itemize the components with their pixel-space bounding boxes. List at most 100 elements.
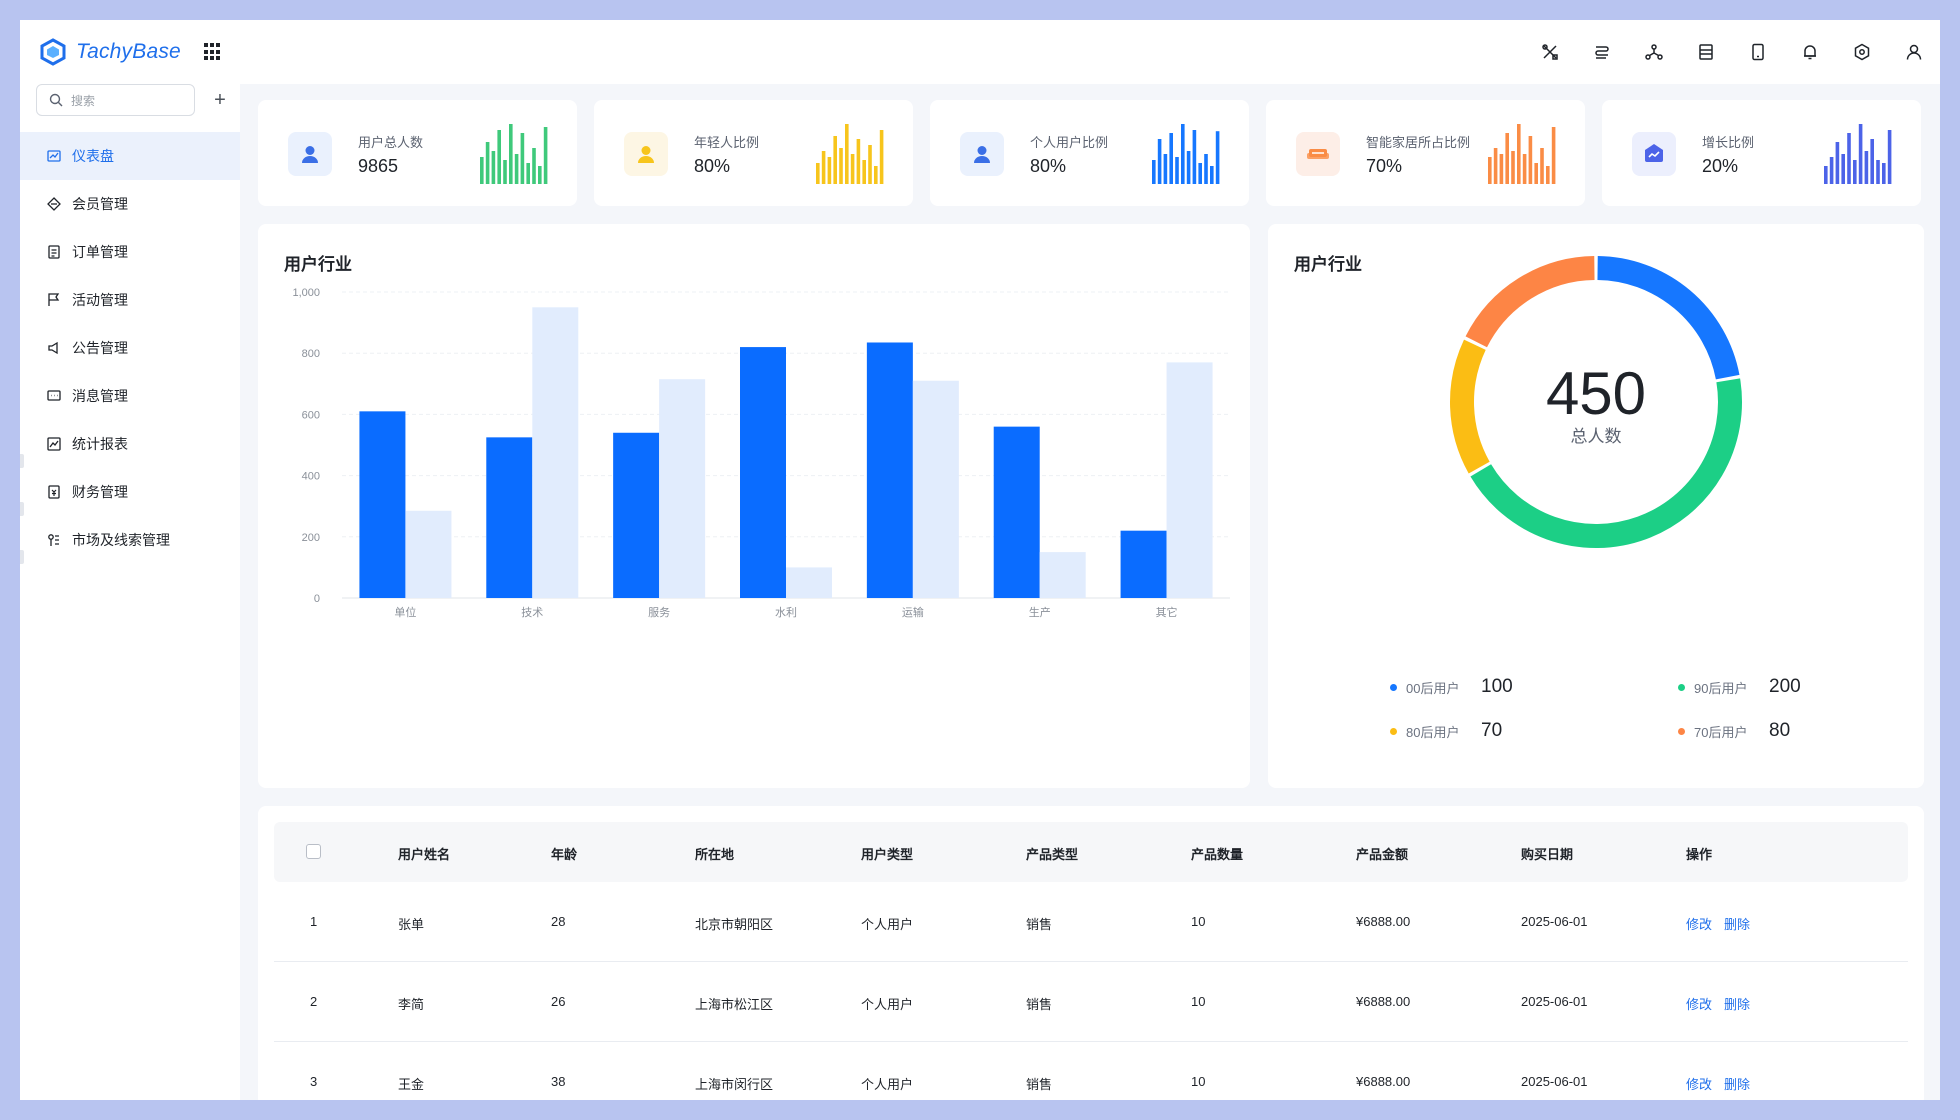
row-index: 1 (310, 914, 318, 929)
industry-bar-chart-panel: 用户行业 0 200 400 600 800 1,000 单位 技术 服务 水利 运输 生产 其它 (258, 224, 1250, 788)
column-header[interactable]: 产品数量 (1191, 847, 1244, 862)
bar-series-0[interactable] (1120, 530, 1167, 598)
collapse-handle[interactable] (20, 454, 24, 468)
table-row[interactable]: 1 张单 28 北京市朝阳区 个人用户 销售 10 ¥6888.00 2025-06-01 修改删… (274, 882, 1908, 962)
column-header[interactable]: 用户姓名 (398, 847, 451, 862)
legend-value: 200 (1769, 676, 1801, 697)
column-header[interactable]: 产品类型 (1026, 847, 1079, 862)
donut-slice[interactable] (1450, 339, 1490, 474)
donut-total-label: 总人数 (1571, 427, 1622, 446)
row-index: 2 (310, 994, 318, 1009)
stat-sparkline (1152, 124, 1220, 184)
apps-grid-icon[interactable] (204, 43, 222, 61)
bar-series-1[interactable] (912, 380, 959, 598)
sidebar-item-label: 财务管理 (72, 484, 128, 500)
stat-sparkline (480, 124, 548, 184)
column-header[interactable]: 购买日期 (1521, 847, 1574, 862)
column-header[interactable]: 操作 (1686, 847, 1713, 862)
database-icon[interactable] (1576, 20, 1628, 84)
edit-link[interactable]: 修改 (1686, 917, 1713, 932)
column-header[interactable]: 所在地 (695, 847, 735, 862)
legend-item[interactable]: 00后用户 100 (1390, 676, 1513, 698)
bar-series-0[interactable] (359, 411, 406, 598)
delete-link[interactable]: 删除 (1724, 917, 1751, 932)
legend-item[interactable]: 70后用户 80 (1678, 720, 1790, 742)
stat-card[interactable]: 增长比例 20% (1602, 100, 1921, 206)
user-icon (288, 132, 332, 176)
edit-link[interactable]: 修改 (1686, 997, 1713, 1012)
tools-icon[interactable] (1524, 20, 1576, 84)
collapse-handle[interactable] (20, 550, 24, 564)
bar-series-0[interactable] (993, 426, 1040, 598)
donut-slice[interactable] (1465, 256, 1595, 348)
sidebar-item-3[interactable]: 活动管理 (20, 276, 240, 324)
market-icon (46, 532, 62, 548)
stat-card[interactable]: 智能家居所占比例 70% (1266, 100, 1585, 206)
add-button[interactable]: + (214, 88, 226, 111)
y-tick-label: 0 (314, 593, 320, 605)
sparkline-bar (833, 136, 837, 184)
sparkline-bar (520, 133, 525, 184)
mobile-icon[interactable] (1732, 20, 1784, 84)
network-icon[interactable] (1628, 20, 1680, 84)
bar-series-0[interactable] (740, 347, 786, 598)
sidebar-item-4[interactable]: 公告管理 (20, 324, 240, 372)
sparkline-bar (839, 148, 843, 184)
stat-card[interactable]: 个人用户比例 80% (930, 100, 1249, 206)
sparkline-bar (1517, 124, 1521, 184)
bar-series-0[interactable] (613, 432, 660, 598)
delete-link[interactable]: 删除 (1724, 997, 1751, 1012)
column-header[interactable]: 产品金额 (1356, 847, 1409, 862)
sidebar-item-0[interactable]: 仪表盘 (20, 132, 240, 180)
settings-icon[interactable] (1836, 20, 1888, 84)
column-header[interactable]: 用户类型 (861, 847, 914, 862)
sparkline-bar (1546, 166, 1550, 184)
sidebar-item-7[interactable]: 财务管理 (20, 468, 240, 516)
sidebar-item-8[interactable]: 市场及线索管理 (20, 516, 240, 564)
bar-series-1[interactable] (659, 379, 706, 598)
cell-amount: ¥6888.00 (1356, 994, 1411, 1009)
legend-label: 80后用户 (1406, 724, 1460, 740)
bar-series-0[interactable] (866, 342, 913, 598)
sidebar-item-1[interactable]: 会员管理 (20, 180, 240, 228)
stat-card[interactable]: 用户总人数 9865 (258, 100, 577, 206)
top-header: TachyBase (20, 20, 1940, 84)
table-icon[interactable] (1680, 20, 1732, 84)
column-header[interactable]: 年龄 (551, 847, 578, 862)
sparkline-bar (1152, 160, 1156, 184)
legend-item[interactable]: 80后用户 70 (1390, 720, 1502, 742)
sparkline-bar (1175, 157, 1179, 184)
bar-series-0[interactable] (486, 437, 533, 598)
select-all-checkbox[interactable] (306, 844, 321, 859)
delete-link[interactable]: 删除 (1724, 1077, 1751, 1092)
sidebar-item-2[interactable]: 订单管理 (20, 228, 240, 276)
user-icon[interactable] (1888, 20, 1940, 84)
donut-slice[interactable] (1597, 256, 1740, 380)
sidebar-item-6[interactable]: 统计报表 (20, 420, 240, 468)
cell-qty: 10 (1191, 1074, 1206, 1089)
cell-amount: ¥6888.00 (1356, 914, 1411, 929)
bar-series-1[interactable] (405, 510, 452, 598)
bar-series-1[interactable] (532, 307, 579, 598)
sparkline-bar (874, 166, 878, 184)
bar-series-1[interactable] (1039, 552, 1086, 598)
bar-series-1[interactable] (786, 567, 832, 598)
cell-date: 2025-06-01 (1521, 914, 1588, 929)
bell-icon[interactable] (1784, 20, 1836, 84)
sidebar-item-5[interactable]: 消息管理 (20, 372, 240, 420)
brand-logo[interactable]: TachyBase (40, 38, 181, 66)
sparkline-bar (1864, 151, 1869, 184)
megaphone-icon (46, 340, 62, 356)
donut-slice[interactable] (1470, 378, 1742, 548)
search-input[interactable]: 搜索 (36, 84, 195, 116)
sparkline-bar (503, 160, 507, 184)
bar-series-1[interactable] (1166, 362, 1213, 598)
collapse-handle[interactable] (20, 502, 24, 516)
sidebar-item-label: 统计报表 (72, 436, 128, 452)
table-row[interactable]: 3 王金 38 上海市闵行区 个人用户 销售 10 ¥6888.00 2025-06-01 修改删… (274, 1042, 1908, 1100)
legend-item[interactable]: 90后用户 200 (1678, 676, 1801, 698)
table-row[interactable]: 2 李简 26 上海市松江区 个人用户 销售 10 ¥6888.00 2025-06-01 修改删… (274, 962, 1908, 1042)
sparkline-bar (497, 130, 501, 184)
edit-link[interactable]: 修改 (1686, 1077, 1713, 1092)
stat-card[interactable]: 年轻人比例 80% (594, 100, 913, 206)
